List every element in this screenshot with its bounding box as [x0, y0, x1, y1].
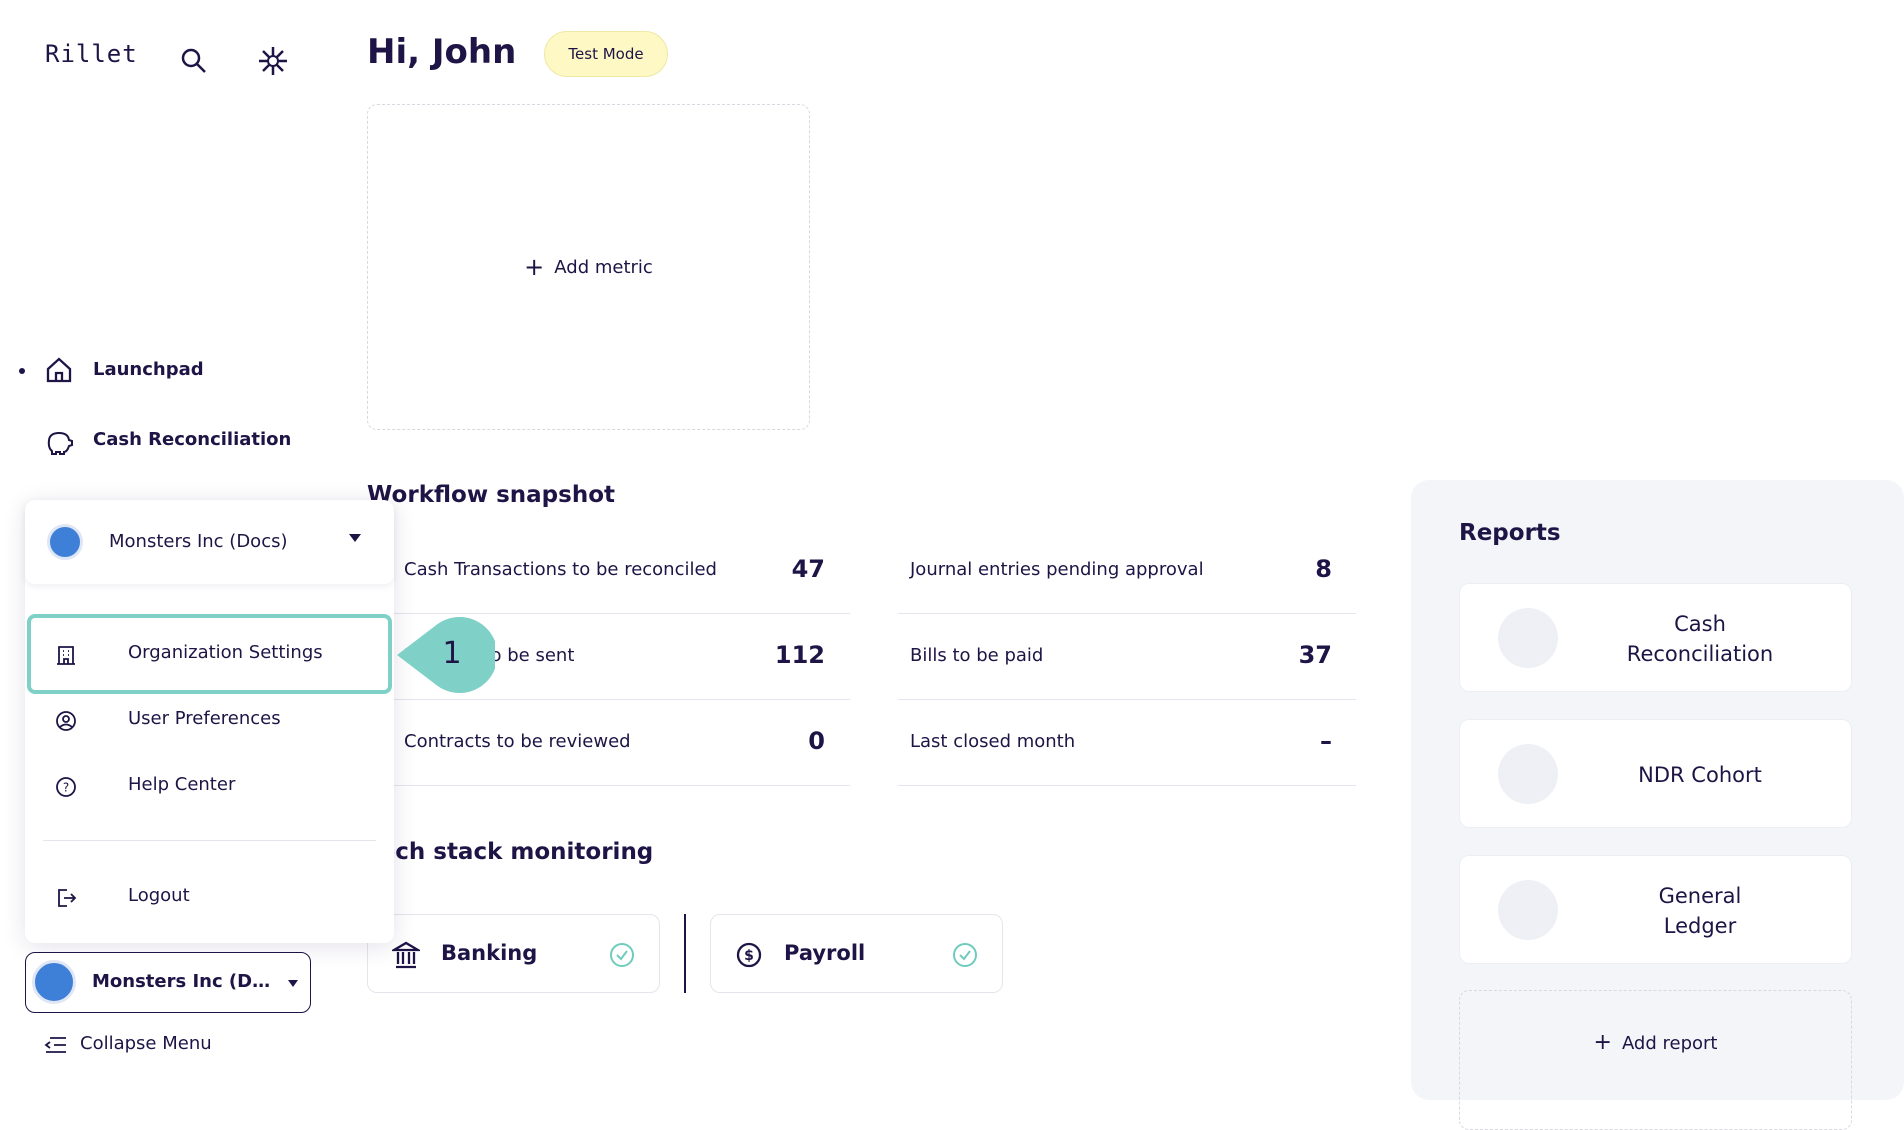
piggy-icon	[47, 431, 73, 455]
tech-card[interactable]: $ Payroll	[710, 914, 1003, 993]
add-metric-label: Add metric	[554, 256, 653, 278]
workflow-label: Last closed month	[910, 731, 1076, 752]
menu-item[interactable]: Logout	[128, 885, 190, 906]
building-icon	[57, 646, 75, 665]
org-row[interactable]: Monsters Inc (Docs)	[25, 500, 394, 584]
section-title: Workflow snapshot	[367, 482, 616, 508]
menu-item[interactable]: Help Center	[128, 774, 236, 795]
nav-item[interactable]: Launchpad	[93, 359, 204, 380]
step-number: 1	[442, 636, 462, 671]
report-icon	[1498, 608, 1558, 668]
caret	[288, 980, 298, 987]
report-name: General Ledger	[1658, 883, 1742, 938]
caret	[349, 534, 361, 542]
workflow-value: 47	[791, 555, 825, 583]
dollar-icon: $	[736, 942, 762, 968]
menu-item[interactable]: User Preferences	[128, 708, 281, 729]
report-icon	[1498, 744, 1558, 804]
report-name: NDR Cohort	[1638, 762, 1762, 787]
reports-panel: Reports Cash Reconciliation NDR Cohort Gen…	[1411, 480, 1904, 1130]
workflow-label: Journal entries pending approval	[910, 559, 1204, 580]
reports-title: Reports	[1459, 520, 1561, 546]
report-card[interactable]: Cash Reconciliation	[1459, 583, 1852, 692]
org-name: Monsters Inc (Docs)	[109, 531, 288, 552]
svg-text:$: $	[744, 948, 754, 964]
step-callout	[397, 617, 495, 693]
nav-item[interactable]: Cash Reconciliation	[93, 429, 292, 450]
user-icon	[56, 711, 76, 731]
workflow-value: 37	[1298, 641, 1332, 669]
workflow-label: Bills to be paid	[910, 645, 1044, 666]
org-name: Monsters Inc (Docs)	[92, 971, 272, 992]
logout-icon	[58, 889, 77, 907]
add-report-card[interactable]: + Add report	[1459, 990, 1852, 1130]
report-name: Cash Reconciliation	[1626, 611, 1774, 666]
add-report-label: Add report	[1621, 1033, 1718, 1054]
theme-icon[interactable]	[257, 45, 289, 77]
workflow-value: 8	[1315, 555, 1332, 583]
page: Rillet Launchpad Cash Reconciliation Hi,…	[19, 31, 1904, 1130]
check-icon	[610, 943, 634, 967]
add-metric-card[interactable]: + Add metric	[367, 104, 810, 430]
tech-card[interactable]: Banking	[367, 914, 660, 993]
check-icon	[953, 943, 977, 967]
org-avatar	[47, 524, 83, 560]
highlight	[27, 614, 392, 694]
workflow-value: 112	[774, 641, 825, 669]
workflow-label: Cash Transactions to be reconciled	[404, 559, 717, 580]
row-line	[393, 699, 850, 700]
org-avatar	[32, 960, 76, 1004]
active-dot	[19, 368, 25, 374]
bank-icon	[392, 941, 420, 969]
workflow-label: Contracts to be reviewed	[404, 731, 631, 752]
section-title: Tech stack monitoring	[367, 839, 654, 865]
menu-item[interactable]: Organization Settings	[128, 642, 323, 663]
test-mode-badge: Test Mode	[544, 31, 668, 77]
row-line	[898, 699, 1356, 700]
report-card[interactable]: General Ledger	[1459, 855, 1852, 964]
workflow-value: 0	[808, 727, 825, 755]
row-line	[898, 785, 1356, 786]
collapse-menu[interactable]: Collapse Menu	[80, 1033, 212, 1054]
home-icon	[46, 357, 72, 383]
tech-name: Banking	[441, 941, 538, 965]
report-card[interactable]: NDR Cohort	[1459, 719, 1852, 828]
tech-name: Payroll	[784, 941, 866, 965]
greeting: Hi, John	[367, 32, 517, 72]
workflow-value: –	[1320, 727, 1332, 755]
divider	[684, 914, 686, 993]
separator	[43, 840, 376, 841]
svg-text:?: ?	[63, 781, 69, 795]
row-line	[393, 613, 850, 614]
logo: Rillet	[45, 40, 138, 68]
org-dropdown: Monsters Inc (Docs) Organization Setting…	[25, 500, 394, 943]
collapse-icon	[44, 1037, 66, 1053]
report-icon	[1498, 880, 1558, 940]
row-line	[898, 613, 1356, 614]
row-line	[393, 785, 850, 786]
org-button[interactable]: Monsters Inc (Docs)	[25, 952, 311, 1013]
help-icon: ?	[56, 777, 76, 797]
search-icon[interactable]	[180, 47, 208, 75]
